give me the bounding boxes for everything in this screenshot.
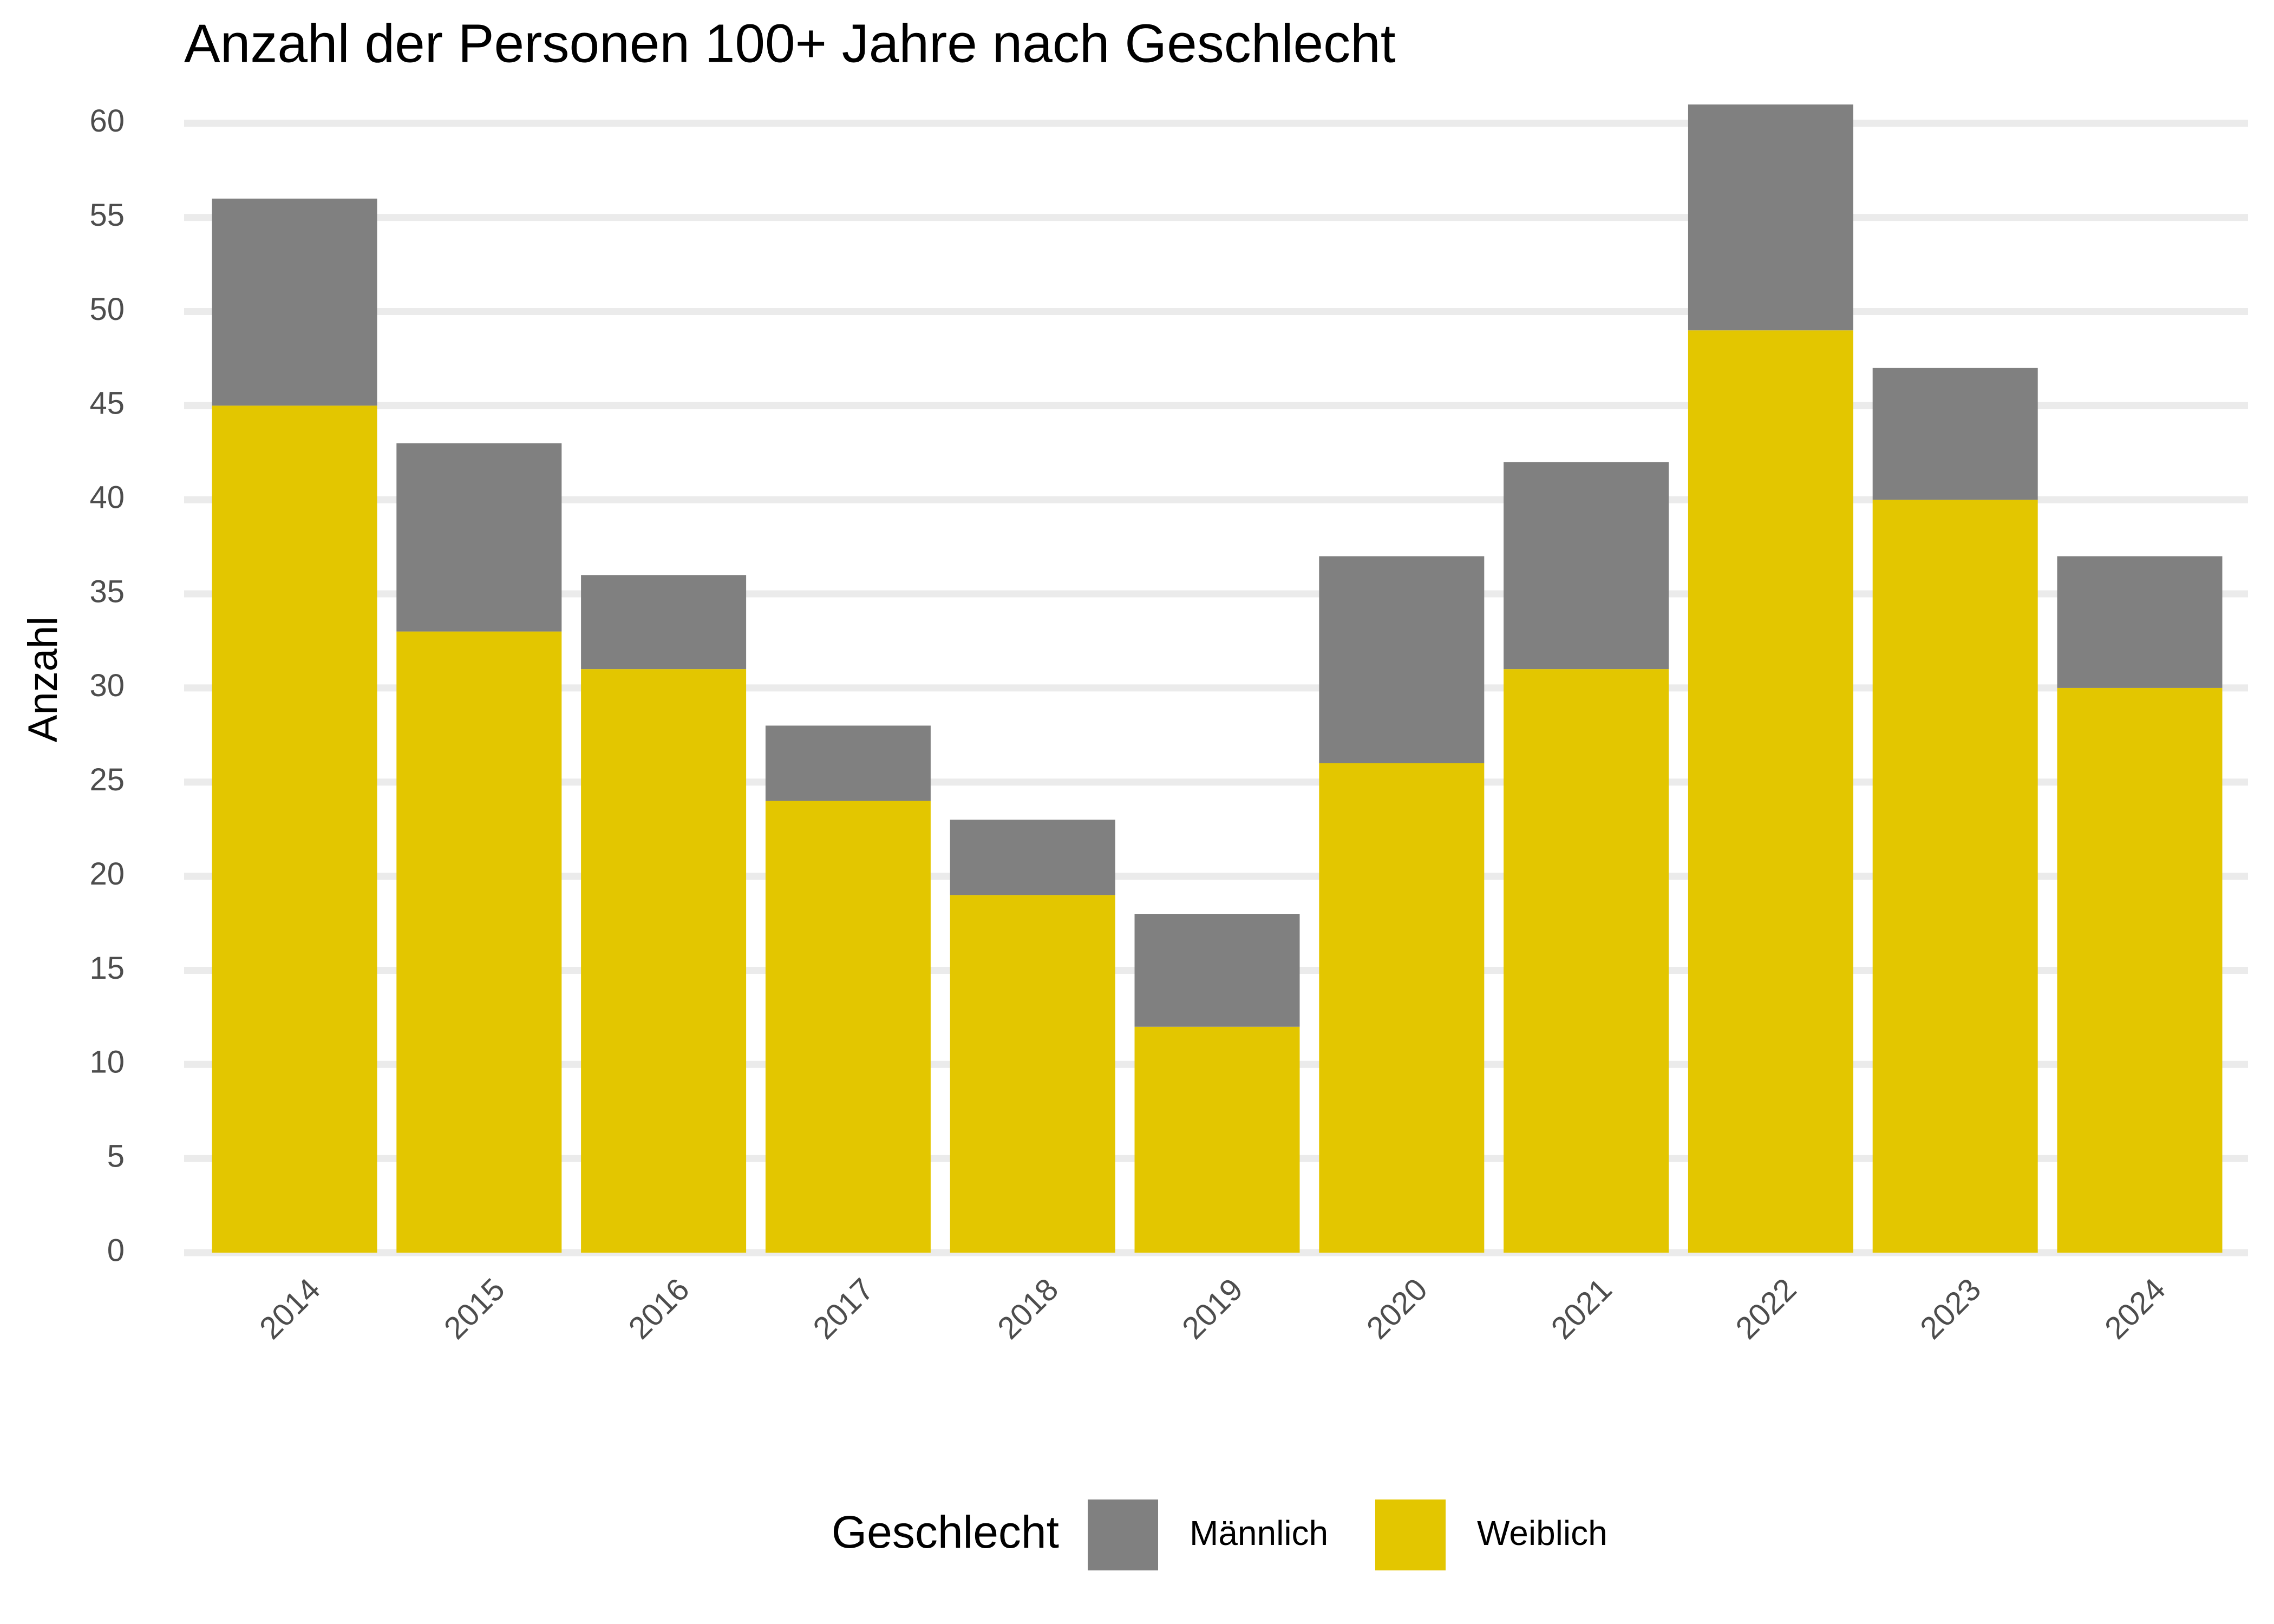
y-tick-label: 5 (107, 1138, 125, 1174)
legend-label: Männlich (1190, 1514, 1328, 1553)
y-tick-label: 60 (89, 103, 125, 139)
y-tick-label: 20 (89, 856, 125, 892)
bar-segment (581, 669, 747, 1253)
bar-segment (950, 895, 1115, 1253)
y-tick-label: 35 (89, 574, 125, 609)
bar-segment (765, 725, 931, 801)
bar-segment (1134, 914, 1300, 1027)
y-tick-label: 50 (89, 292, 125, 327)
bar-segment (212, 198, 377, 406)
legend-title: Geschlecht (832, 1507, 1059, 1557)
y-tick-label: 0 (107, 1233, 125, 1268)
legend-key (1375, 1499, 1446, 1570)
bar-segment (765, 801, 931, 1253)
bar-segment (1688, 330, 1853, 1253)
bar-segment (1504, 462, 1669, 670)
bar-segment (1504, 669, 1669, 1253)
bar-segment (1319, 556, 1485, 763)
bar-segment (396, 443, 562, 632)
y-tick-label: 55 (89, 198, 125, 233)
bar-segment (1872, 500, 2038, 1253)
chart-title: Anzahl der Personen 100+ Jahre nach Gesc… (184, 13, 1396, 74)
y-tick-label: 15 (89, 951, 125, 986)
bar-segment (212, 405, 377, 1253)
bar-segment (950, 820, 1115, 895)
bar-segment (1688, 104, 1853, 331)
y-tick-label: 30 (89, 668, 125, 703)
y-tick-label: 45 (89, 386, 125, 421)
legend: Männlich Weiblich (1088, 1499, 1608, 1570)
bar-segment (581, 575, 747, 670)
y-axis-title: Anzahl (20, 617, 66, 742)
bar-segment (1319, 763, 1485, 1253)
bar-segment (2057, 556, 2223, 688)
y-tick-label: 10 (89, 1045, 125, 1080)
bar-segment (1872, 368, 2038, 500)
y-tick-label: 40 (89, 480, 125, 515)
bars (212, 104, 2223, 1253)
bar-segment (2057, 687, 2223, 1253)
legend-label: Weiblich (1477, 1514, 1608, 1553)
y-tick-label: 25 (89, 762, 125, 797)
legend-key (1088, 1499, 1158, 1570)
bar-segment (1134, 1026, 1300, 1253)
bar-segment (396, 631, 562, 1253)
